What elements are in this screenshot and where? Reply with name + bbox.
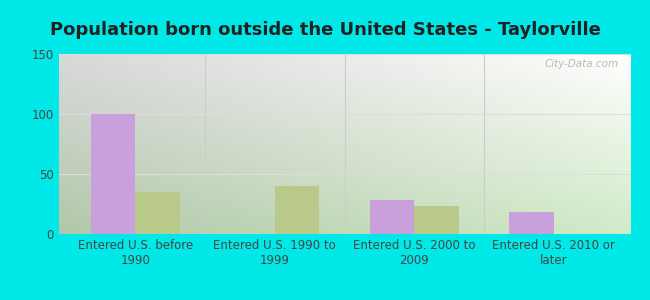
Bar xyxy=(509,212,554,234)
Text: City-Data.com: City-Data.com xyxy=(545,59,619,69)
Bar xyxy=(135,192,180,234)
Bar xyxy=(275,186,319,234)
Bar xyxy=(90,114,135,234)
Bar xyxy=(414,206,459,234)
Text: Population born outside the United States - Taylorville: Population born outside the United State… xyxy=(49,21,601,39)
Bar xyxy=(370,200,414,234)
